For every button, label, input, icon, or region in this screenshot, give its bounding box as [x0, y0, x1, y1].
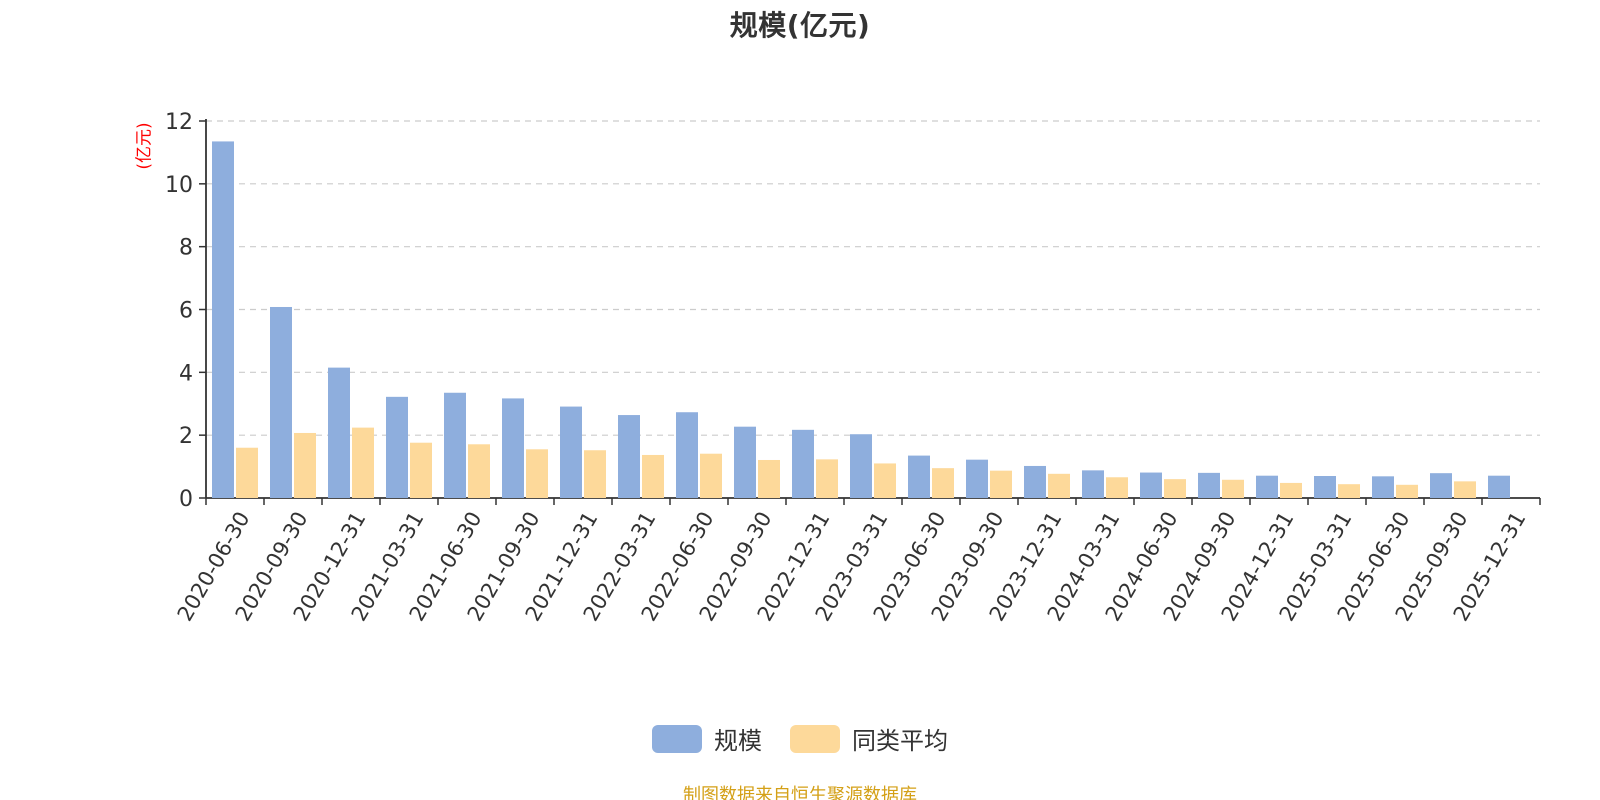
bar-1-16	[1164, 479, 1186, 498]
bar-0-17	[1198, 472, 1220, 498]
y-tick-label-3: 6	[179, 299, 193, 324]
bar-1-17	[1222, 479, 1244, 498]
bar-0-20	[1372, 476, 1394, 498]
y-tick-label-0: 0	[179, 487, 193, 512]
y-tick-label-6: 12	[165, 110, 193, 135]
bar-1-19	[1338, 484, 1360, 498]
bar-0-15	[1082, 470, 1104, 498]
bar-0-4	[444, 392, 466, 498]
bar-1-2	[352, 427, 374, 498]
legend: 规模 同类平均	[0, 721, 1600, 756]
bar-0-14	[1024, 465, 1046, 498]
bar-1-4	[468, 444, 490, 498]
bar-1-9	[758, 459, 780, 498]
bar-0-18	[1256, 475, 1278, 498]
bar-1-5	[526, 449, 548, 498]
y-tick-label-1: 2	[179, 424, 193, 449]
bar-0-10	[792, 429, 814, 498]
bar-1-12	[932, 468, 954, 498]
bar-1-11	[874, 463, 896, 498]
y-tick-label-5: 10	[165, 173, 193, 198]
bar-0-12	[908, 455, 930, 498]
bar-1-1	[294, 432, 316, 498]
bar-1-8	[700, 453, 722, 498]
bar-1-20	[1396, 484, 1418, 498]
bar-0-11	[850, 434, 872, 498]
bar-1-18	[1280, 482, 1302, 498]
bar-0-7	[618, 415, 640, 498]
bar-0-13	[966, 459, 988, 498]
bar-1-13	[990, 470, 1012, 498]
bar-1-15	[1106, 477, 1128, 498]
bar-0-2	[328, 367, 350, 498]
bar-1-21	[1454, 481, 1476, 498]
bar-1-3	[410, 442, 432, 498]
source-note: 制图数据来自恒生聚源数据库	[683, 785, 917, 800]
bar-1-14	[1048, 473, 1070, 498]
bar-1-6	[584, 450, 606, 498]
bar-1-7	[642, 454, 664, 498]
bar-0-16	[1140, 472, 1162, 498]
legend-item-series-0[interactable]: 规模	[652, 721, 762, 756]
bar-0-9	[734, 426, 756, 498]
legend-label-series-0: 规模	[714, 727, 762, 755]
y-tick-label-2: 4	[179, 361, 193, 386]
bar-0-1	[270, 306, 292, 498]
bar-0-22	[1488, 475, 1510, 498]
bar-0-0	[212, 141, 234, 498]
legend-swatch-series-0	[652, 724, 702, 753]
bar-1-0	[236, 447, 258, 498]
legend-label-series-1: 同类平均	[852, 727, 948, 755]
bar-0-3	[386, 396, 408, 498]
legend-swatch-series-1	[790, 724, 840, 753]
bar-1-10	[816, 459, 838, 498]
bar-0-6	[560, 406, 582, 498]
bar-0-5	[502, 398, 524, 498]
legend-item-series-1[interactable]: 同类平均	[790, 721, 948, 756]
bar-0-21	[1430, 473, 1452, 498]
bar-0-19	[1314, 476, 1336, 498]
bar-0-8	[676, 412, 698, 498]
chart-title: 规模(亿元)	[729, 9, 871, 42]
y-tick-label-4: 8	[179, 236, 193, 261]
